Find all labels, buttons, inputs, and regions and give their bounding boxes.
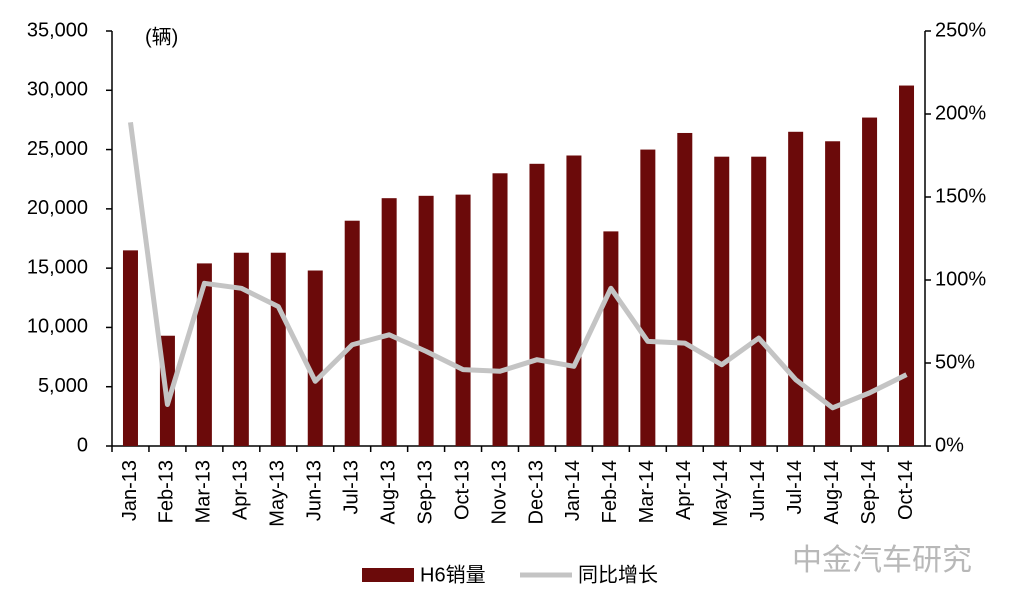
x-tick-label: Apr-13 xyxy=(230,460,252,520)
bar xyxy=(122,250,138,446)
y2-tick-label: 0% xyxy=(935,434,964,456)
y2-tick-label: 50% xyxy=(935,351,975,373)
y2-tick-label: 150% xyxy=(935,185,986,207)
x-tick-label: May-14 xyxy=(710,460,732,527)
line xyxy=(127,121,908,411)
y-tick-label: 10,000 xyxy=(27,316,88,338)
x-tick-label: Sep-14 xyxy=(858,460,880,525)
x-tick-label: Mar-13 xyxy=(193,460,215,523)
bar xyxy=(640,149,656,447)
y2-tick-label: 200% xyxy=(935,102,986,124)
bar xyxy=(381,198,397,446)
x-tick-label: Jan-14 xyxy=(562,460,584,521)
legend-label: 同比增长 xyxy=(578,563,658,586)
bar xyxy=(677,132,693,446)
bar xyxy=(899,85,915,447)
y-tick-label: 30,000 xyxy=(27,79,88,101)
bar xyxy=(418,195,434,446)
x-tick-label: Oct-14 xyxy=(895,460,917,520)
x-tick-label: Jun-13 xyxy=(304,460,326,521)
y2-tick-label: 100% xyxy=(935,268,986,290)
x-tick-label: Sep-13 xyxy=(414,460,436,525)
x-tick-label: Mar-14 xyxy=(636,460,658,523)
x-tick-label: Jan-13 xyxy=(119,460,141,521)
bar xyxy=(344,220,360,446)
bar xyxy=(788,131,804,447)
x-tick-label: Aug-14 xyxy=(821,460,843,525)
y-tick-label: 25,000 xyxy=(27,138,88,160)
x-tick-label: May-13 xyxy=(267,460,289,527)
x-tick-label: Jun-14 xyxy=(747,460,769,521)
bar xyxy=(566,155,582,446)
legend-swatch xyxy=(362,568,414,582)
x-tick-label: Apr-14 xyxy=(673,460,695,520)
bar xyxy=(307,270,323,446)
bar xyxy=(196,263,212,446)
bar xyxy=(529,163,545,447)
bar xyxy=(751,156,767,446)
y2-tick-label: 250% xyxy=(935,19,986,41)
x-tick-label: Jul-14 xyxy=(784,460,806,514)
bar xyxy=(862,117,878,447)
x-tick-label: Aug-13 xyxy=(377,460,399,525)
legend-label: H6销量 xyxy=(420,563,486,586)
y-tick-label: 20,000 xyxy=(27,197,88,219)
unit-annotation: (辆) xyxy=(145,25,178,48)
bar xyxy=(270,252,286,446)
y-tick-label: 15,000 xyxy=(27,256,88,278)
bar xyxy=(455,194,471,446)
x-tick-label: Dec-13 xyxy=(525,460,547,524)
x-tick-label: Feb-13 xyxy=(156,460,178,523)
bar xyxy=(492,173,508,447)
bar xyxy=(603,231,619,446)
y-tick-label: 35,000 xyxy=(27,19,88,41)
bar xyxy=(825,141,841,446)
bar xyxy=(233,252,249,446)
y-tick-label: 5,000 xyxy=(38,375,88,397)
y-tick-label: 0 xyxy=(77,434,88,456)
x-tick-label: Jul-13 xyxy=(340,460,362,514)
bar xyxy=(714,156,730,446)
watermark: 中金汽车研究 xyxy=(792,544,972,577)
x-tick-label: Oct-13 xyxy=(451,460,473,520)
x-tick-label: Nov-13 xyxy=(488,460,510,524)
x-tick-label: Feb-14 xyxy=(599,460,621,523)
